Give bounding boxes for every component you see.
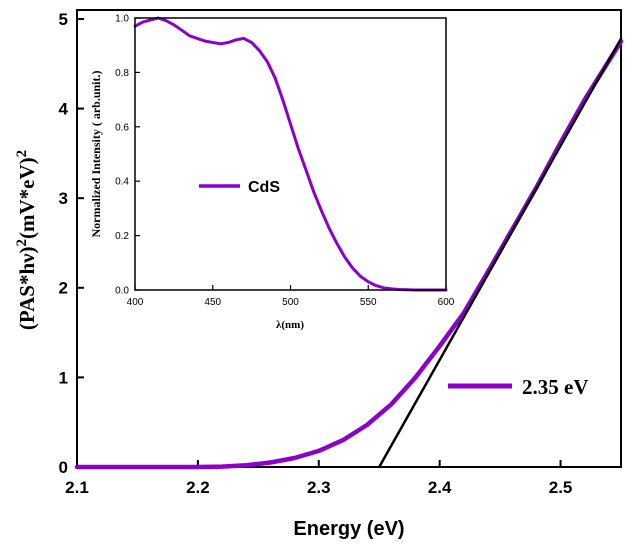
y-label-part-1: (PAS*hν)	[15, 246, 39, 330]
main-y-tick-label: 0	[59, 458, 68, 477]
inset-x-tick-label: 400	[127, 297, 144, 308]
inset-y-tick-label: 0.0	[115, 286, 129, 297]
main-x-axis-label: Energy (eV)	[293, 518, 404, 540]
inset-y-tick-label: 0.4	[115, 177, 129, 188]
main-axis-ticks: 2.1 2.2 2.3 2.4 2.5 0 1 2 3 4 5	[59, 10, 573, 497]
main-plot-frame	[76, 9, 622, 468]
main-x-tick-label: 2.5	[549, 478, 573, 497]
inset-series-curve	[133, 16, 448, 292]
main-legend: 2.35 eV	[448, 375, 589, 399]
main-series-group	[74, 37, 624, 470]
main-x-tick-label: 2.4	[428, 478, 452, 497]
inset-legend: CdS	[199, 179, 280, 196]
inset-plot: 400 450 500 550 600 0.0 0.2 0.4 0.6 0.8 1.0 CdS λ(…	[89, 14, 455, 332]
inset-x-tick-label: 600	[438, 297, 455, 308]
main-legend-label: 2.35 eV	[522, 375, 589, 399]
inset-y-axis-label: Normalized Intensity ( arb.unit.)	[89, 71, 103, 238]
main-y-tick-label: 2	[59, 279, 68, 298]
inset-y-tick-label: 0.2	[115, 231, 129, 242]
main-y-axis-label: (PAS*hν)2(mV*eV)2	[14, 150, 39, 330]
inset-y-tick-label: 1.0	[115, 14, 129, 25]
main-y-tick-label: 1	[59, 368, 68, 387]
inset-axis-ticks: 400 450 500 550 600 0.0 0.2 0.4 0.6 0.8 1.0	[115, 14, 455, 309]
main-plot: 2.1 2.2 2.3 2.4 2.5 0 1 2 3 4 5 2.35 eV Energy (eV…	[14, 9, 624, 540]
inset-legend-label: CdS	[248, 179, 280, 196]
inset-x-tick-label: 500	[282, 297, 299, 308]
inset-series-group	[133, 16, 448, 292]
main-y-tick-label: 3	[59, 189, 68, 208]
inset-y-tick-label: 0.8	[115, 68, 129, 79]
inset-x-tick-label: 450	[204, 297, 221, 308]
main-y-tick-label: 5	[59, 10, 68, 29]
main-x-tick-label: 2.2	[186, 478, 210, 497]
main-y-tick-label: 4	[59, 100, 69, 119]
main-x-tick-label: 2.1	[65, 478, 89, 497]
inset-x-tick-label: 550	[360, 297, 377, 308]
main-series-tangent-line	[377, 37, 623, 469]
y-label-sup-1: 2	[14, 239, 30, 247]
y-label-sup-2: 2	[14, 150, 30, 158]
main-x-tick-label: 2.3	[307, 478, 331, 497]
y-label-part-2: (mV*eV)	[15, 157, 39, 239]
inset-y-tick-label: 0.6	[115, 122, 129, 133]
inset-plot-background	[135, 18, 446, 290]
inset-x-axis-label: λ(nm)	[276, 319, 304, 331]
